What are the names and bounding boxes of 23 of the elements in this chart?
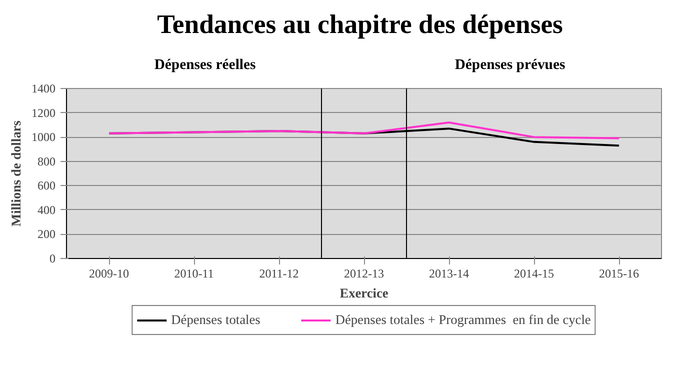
legend-label: Dépenses totales xyxy=(171,312,260,328)
x-tick-label: 2012-13 xyxy=(344,266,384,280)
line-series xyxy=(108,122,620,140)
x-tick-label: 2013-14 xyxy=(429,266,469,280)
y-axis-title: Millions de dollars xyxy=(8,120,24,226)
y-tick-label: 800 xyxy=(38,154,56,168)
y-tick-label: 0 xyxy=(50,252,56,266)
y-tick-label: 200 xyxy=(38,227,56,242)
y-tick-label: 1400 xyxy=(32,82,56,96)
y-tick-label: 1000 xyxy=(32,130,56,144)
y-tick-label: 600 xyxy=(38,178,56,193)
x-axis-title: Exercice xyxy=(340,286,388,300)
x-tick-label: 2011-12 xyxy=(259,266,299,280)
chart-title: Tendances au chapitre des dépenses xyxy=(157,8,563,41)
legend-label: Dépenses totales + Programmes en fin de cycle xyxy=(335,312,591,328)
x-tick-label: 2010-11 xyxy=(174,266,214,280)
text: Dépenses prévues xyxy=(454,56,566,75)
x-tick-label: 2009-10 xyxy=(89,266,129,280)
x-tick-label: 2014-15 xyxy=(514,266,554,280)
y-tick-label: 400 xyxy=(38,202,56,217)
text: Dépenses réelles xyxy=(154,56,256,75)
y-tick-label: 1200 xyxy=(32,106,56,120)
x-tick-label: 2015-16 xyxy=(599,266,639,280)
